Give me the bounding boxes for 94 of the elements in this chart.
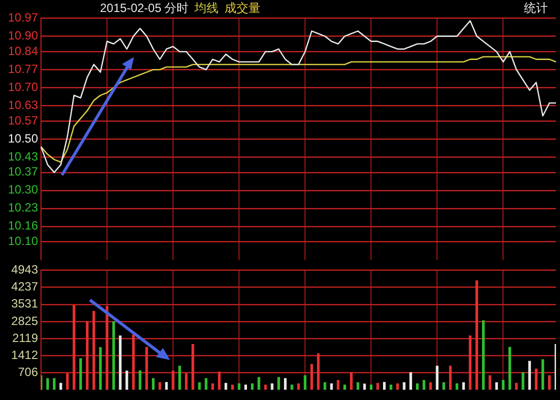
- bar: [356, 382, 360, 390]
- y-tick-label: 2825: [11, 314, 38, 328]
- y-tick-label: 10.57: [8, 113, 38, 128]
- bar: [297, 383, 300, 390]
- y-tick-label: 10.16: [8, 218, 38, 233]
- y-tick-label: 10.90: [8, 28, 38, 43]
- chart-title: 2015-02-05 分时: [100, 1, 189, 15]
- y-tick-label: 3531: [11, 296, 38, 311]
- y-tick-label: 10.37: [8, 164, 38, 179]
- bar: [456, 383, 458, 390]
- bar: [132, 334, 135, 390]
- bar: [264, 384, 267, 390]
- text: 成交量: [224, 1, 261, 15]
- bar: [158, 382, 162, 390]
- bar: [66, 373, 69, 390]
- bar: [165, 382, 168, 390]
- bar: [99, 347, 102, 390]
- y-tick-label: 4237: [11, 280, 38, 294]
- text: 统计: [524, 0, 548, 16]
- bar: [284, 378, 287, 390]
- y-tick-label: 10.63: [8, 98, 38, 112]
- bar: [336, 380, 340, 390]
- bar: [402, 382, 406, 390]
- bar: [534, 368, 538, 390]
- y-tick-label: 10.84: [8, 44, 38, 58]
- bar: [152, 378, 155, 390]
- bar: [482, 320, 485, 390]
- bar: [409, 372, 412, 390]
- bar: [502, 380, 505, 390]
- bar: [138, 370, 142, 390]
- text: 均线: [194, 1, 219, 15]
- bar: [184, 373, 188, 390]
- bar: [106, 306, 108, 390]
- bar: [198, 382, 201, 390]
- bar: [218, 372, 221, 390]
- bar: [449, 366, 452, 390]
- bar: [310, 364, 314, 390]
- y-tick-label: 10.50: [8, 131, 38, 146]
- bar: [508, 346, 512, 390]
- bar: [350, 372, 353, 390]
- bar: [277, 377, 280, 390]
- bar: [541, 359, 544, 390]
- bar: [383, 382, 386, 390]
- bar: [462, 382, 465, 390]
- y-tick-label: 10.23: [8, 200, 38, 215]
- bar: [468, 336, 472, 390]
- bar: [429, 382, 432, 390]
- bar: [390, 384, 392, 390]
- bar: [436, 366, 438, 390]
- bar: [370, 384, 372, 390]
- bar: [475, 280, 478, 390]
- bar: [488, 375, 492, 390]
- y-tick-label: 1412: [11, 348, 38, 362]
- bar: [258, 377, 260, 390]
- bar: [290, 384, 294, 390]
- y-tick-label: 2119: [12, 330, 38, 345]
- bar: [324, 382, 326, 390]
- y-tick-label: 4943: [11, 262, 38, 277]
- y-tick-label: 10.10: [8, 234, 38, 248]
- bar: [118, 336, 122, 390]
- bar: [522, 372, 524, 390]
- bar: [52, 378, 56, 390]
- bar: [528, 360, 531, 390]
- bar: [46, 378, 49, 390]
- bar: [231, 384, 234, 390]
- bar: [172, 370, 174, 390]
- bar: [72, 305, 76, 390]
- y-tick-label: 10.77: [8, 62, 38, 76]
- bar: [126, 370, 128, 390]
- bar: [363, 384, 366, 390]
- y-tick-label: 10.30: [8, 182, 38, 197]
- bar: [204, 378, 208, 390]
- bar: [343, 384, 346, 390]
- bar: [86, 321, 89, 390]
- bar: [244, 384, 248, 390]
- bar: [92, 310, 96, 390]
- y-tick-label: 10.97: [8, 10, 38, 25]
- y-tick-label: 10.70: [8, 80, 38, 94]
- bar: [178, 366, 181, 390]
- bar: [548, 375, 551, 390]
- bar: [396, 383, 399, 390]
- bar: [79, 358, 82, 390]
- bar: [495, 382, 498, 390]
- bar: [192, 344, 194, 390]
- bar: [442, 382, 446, 390]
- bar: [304, 375, 306, 390]
- bar: [316, 353, 320, 390]
- y-tick-label: 10.43: [8, 149, 38, 164]
- bar: [145, 346, 148, 390]
- y-tick-label: 706: [18, 365, 38, 380]
- bar: [238, 383, 240, 390]
- bar: [422, 380, 426, 390]
- bar: [112, 321, 115, 390]
- bar: [330, 383, 333, 390]
